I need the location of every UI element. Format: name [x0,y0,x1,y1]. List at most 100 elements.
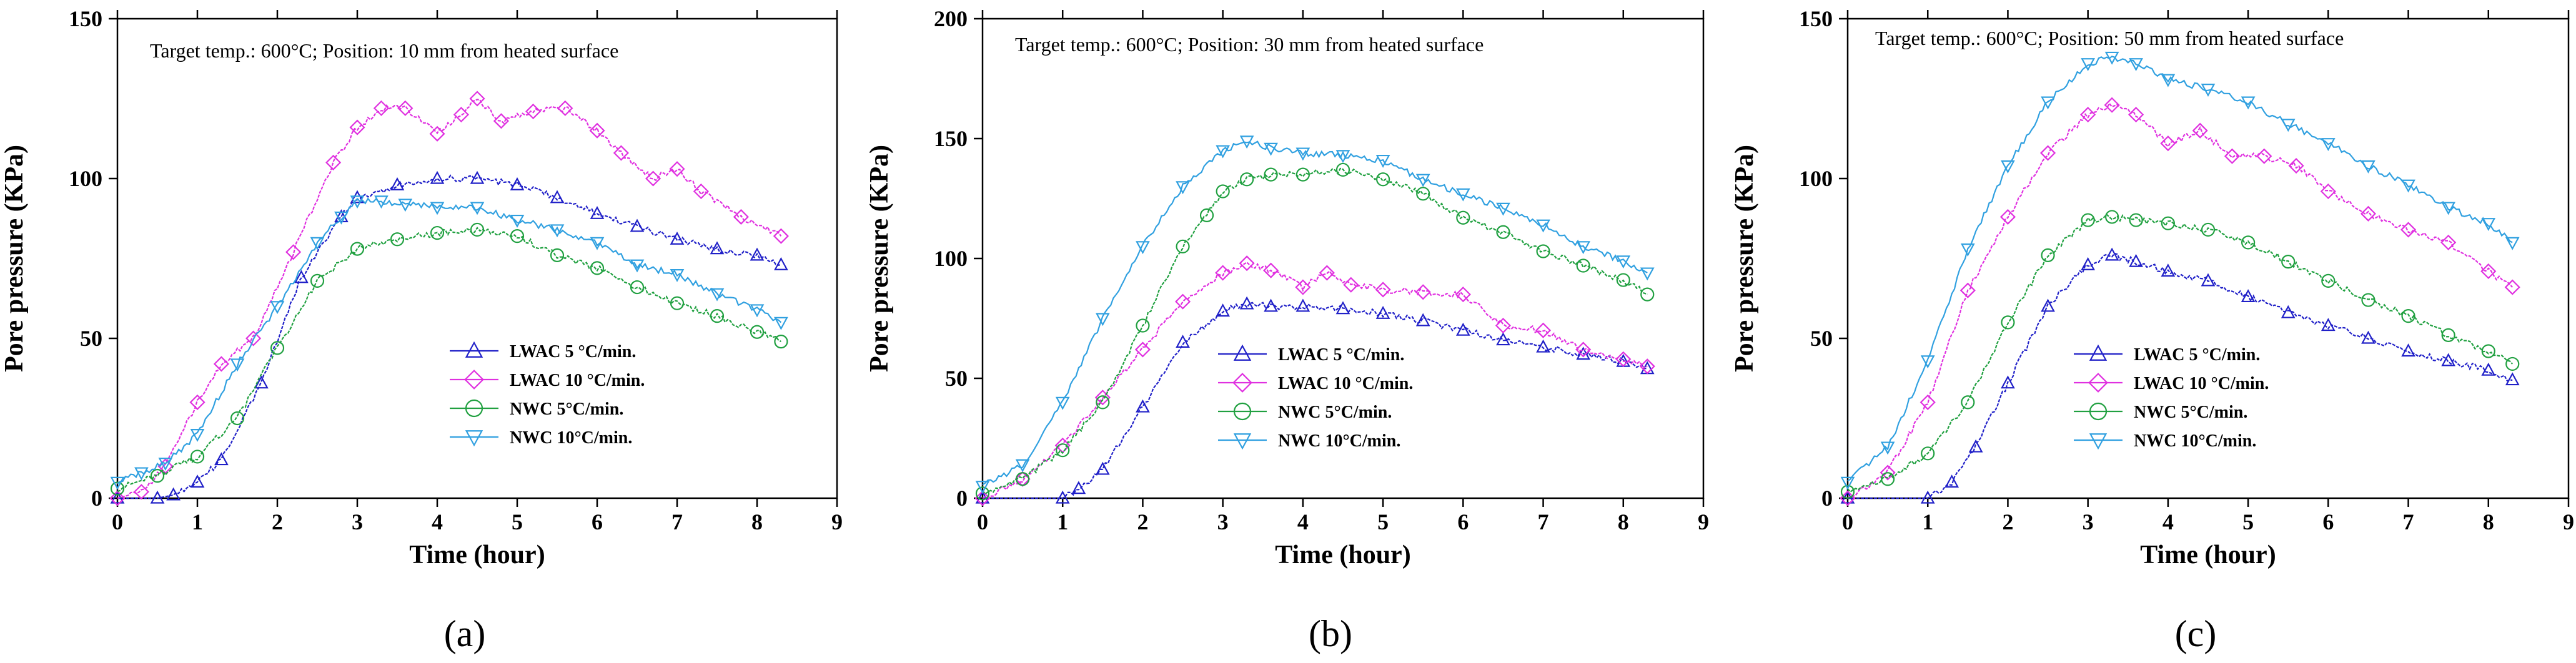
panel-caption: (c) [2175,613,2217,654]
data-point-marker [2241,235,2256,250]
legend-marker [465,341,483,358]
data-point-marker [1880,464,1896,481]
legend-marker [464,370,484,390]
series-line [982,261,1648,499]
data-point-marker [2441,328,2455,342]
data-point-marker [1921,446,1935,461]
data-point-marker [1319,265,1335,281]
data-point-marker [2361,330,2375,344]
data-point-marker [2321,138,2336,151]
data-point-marker [1136,318,1150,333]
y-tick-label: 50 [80,326,102,351]
data-point-marker [1216,303,1231,317]
data-point-marker [2224,148,2241,164]
data-point-marker [710,309,725,323]
data-point-marker [1264,298,1278,312]
data-point-marker [2480,263,2497,280]
data-point-marker [190,474,205,488]
data-point-marker [590,261,605,275]
panel-annotation: Target temp.: 600°C; Position: 30 mm fro… [1015,33,1484,56]
data-point-marker [1215,265,1231,281]
legend-label: NWC 5°C/min. [1278,403,1392,422]
data-point-marker [1335,301,1350,315]
data-point-marker [133,484,149,500]
data-point-marker [1415,174,1430,187]
data-point-marker [245,330,262,346]
x-tick-label: 3 [2083,509,2094,534]
data-point-marker [1576,241,1591,255]
data-point-marker [2481,344,2495,358]
data-point-marker [390,232,405,247]
data-point-marker [1335,150,1350,164]
legend-marker [1232,373,1252,393]
data-point-marker [190,449,205,464]
data-point-marker [630,280,645,295]
x-tick-label: 4 [432,509,443,534]
data-point-marker [1840,484,1855,499]
data-point-marker [285,244,302,260]
legend-label: LWAC 10 °C/min. [1278,374,1413,393]
chart-panel-b: 0 1 2 3 4 5 6 7 8 9 0 50 100 150 200 Time (hour) Pore pr… [865,6,1709,654]
data-point-marker [975,486,990,501]
legend-marker [2088,373,2108,393]
chart-panel-c: 0 1 2 3 4 5 6 7 8 9 0 50 100 150 Time (hour) Pore press… [1730,6,2574,654]
data-point-marker [2281,255,2296,269]
series-lwac-5-c-min- [975,296,1655,504]
data-point-marker [1239,255,1255,272]
x-tick-label: 6 [1457,509,1469,534]
data-point-marker [1375,154,1390,168]
series-line [117,197,782,484]
data-point-marker [110,476,125,490]
data-point-marker [2129,253,2143,267]
series-line [983,302,1648,499]
data-point-marker [470,222,485,237]
data-point-marker [2001,315,2015,330]
x-tick-label: 9 [2563,509,2574,534]
data-point-marker [1343,277,1359,293]
data-point-marker [750,247,765,261]
data-point-marker [1415,284,1431,300]
data-point-marker [1136,241,1150,255]
data-point-marker [2360,205,2376,222]
data-point-marker [1616,273,1630,287]
data-point-marker [1576,258,1590,273]
y-axis-label: Pore pressure (KPa) [1730,145,1759,372]
y-axis-label: Pore pressure (KPa) [0,145,29,372]
data-point-marker [1134,341,1151,358]
data-point-marker [710,241,725,255]
x-axis-label: Time (hour) [409,541,545,569]
data-point-marker [350,242,365,256]
data-point-marker [2401,309,2415,323]
x-tick-label: 0 [977,509,988,534]
legend-marker [465,430,483,447]
data-point-marker [1016,472,1030,486]
data-point-marker [774,317,788,330]
data-point-marker [1999,209,2016,225]
data-point-marker [2281,119,2296,132]
chart-panel-a: 0 1 2 3 4 5 6 7 8 9 0 50 100 150 Time (hour) Pore press… [0,6,843,654]
panel-caption: (a) [444,613,486,654]
data-point-marker [430,170,445,184]
data-point-marker [774,257,788,270]
data-point-marker [1575,341,1592,358]
data-point-marker [2241,96,2256,110]
data-point-marker [1264,167,1278,182]
data-point-marker [975,490,990,504]
data-point-marker [2160,135,2176,152]
x-tick-label: 2 [272,509,283,534]
x-tick-label: 6 [2322,509,2334,534]
legend-marker [2089,344,2108,361]
data-point-marker [2400,222,2417,238]
data-point-marker [2161,216,2175,230]
data-point-marker [2505,356,2520,371]
series-line [117,174,781,499]
data-point-marker [2505,237,2520,250]
data-point-marker [1335,162,1350,177]
panel-caption: (b) [1309,613,1352,654]
data-point-marker [2441,353,2456,366]
legend-label: NWC 10°C/min. [2134,431,2256,451]
data-point-marker [2161,263,2176,277]
data-point-marker [430,225,445,240]
data-point-marker [373,100,389,116]
data-point-marker [1071,481,1086,494]
